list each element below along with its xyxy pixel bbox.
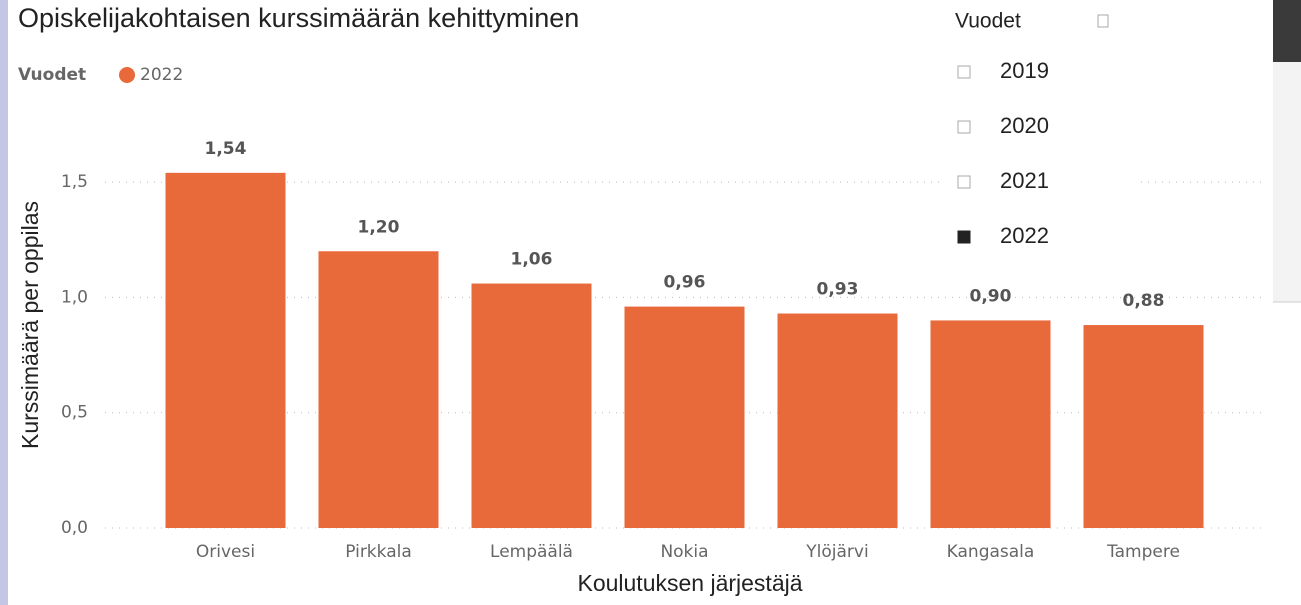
data-label: 1,06: [511, 250, 553, 270]
checkbox[interactable]: [957, 65, 971, 79]
slicer: [940, 0, 1140, 265]
y-tick-label: 0,0: [61, 518, 88, 538]
y-axis-title: Kurssimäärä per oppilas: [17, 201, 43, 449]
data-label: 0,96: [664, 273, 706, 293]
x-tick-label: Lempäälä: [490, 542, 573, 562]
page-edge: [0, 0, 8, 605]
x-tick-label: Kangasala: [947, 542, 1035, 562]
y-tick-label: 1,0: [61, 287, 88, 307]
slicer-item-label[interactable]: 2020: [1000, 113, 1049, 138]
x-axis-title: Koulutuksen järjestäjä: [577, 570, 802, 596]
x-tick-label: Pirkkala: [345, 542, 412, 562]
bar: [318, 251, 439, 528]
data-label: 1,20: [358, 217, 400, 237]
bar: [777, 313, 898, 528]
side-panel-header: [1273, 0, 1301, 62]
checkbox[interactable]: [957, 120, 971, 134]
legend-label: 2022: [140, 65, 183, 85]
data-label: 0,88: [1123, 291, 1165, 311]
bar: [165, 172, 286, 528]
bar: [930, 320, 1051, 528]
data-label: 0,90: [970, 286, 1012, 306]
checkbox[interactable]: [957, 175, 971, 189]
bar: [624, 306, 745, 528]
slicer-item-label[interactable]: 2022: [1000, 223, 1049, 248]
side-panel: [1273, 62, 1301, 302]
x-tick-label: Ylöjärvi: [805, 542, 868, 562]
x-tick-label: Orivesi: [196, 542, 255, 562]
clear-selection-button[interactable]: [1097, 14, 1109, 28]
bar: [471, 283, 592, 528]
data-label: 1,54: [205, 139, 247, 159]
slicer-item-label[interactable]: 2021: [1000, 168, 1049, 193]
checkbox[interactable]: [957, 230, 971, 244]
x-tick-label: Nokia: [660, 542, 708, 562]
y-tick-label: 1,5: [61, 172, 88, 192]
x-tick-label: Tampere: [1106, 542, 1180, 562]
chart-title: Opiskelijakohtaisen kurssimäärän kehitty…: [18, 3, 579, 33]
slicer-item-label[interactable]: 2019: [1000, 58, 1049, 83]
data-label: 0,93: [817, 280, 859, 300]
y-tick-label: 0,5: [61, 403, 88, 423]
bar: [1083, 325, 1204, 528]
legend-marker: [119, 67, 135, 83]
legend-title: Vuodet: [18, 65, 86, 85]
slicer-title: Vuodet: [955, 10, 1021, 33]
